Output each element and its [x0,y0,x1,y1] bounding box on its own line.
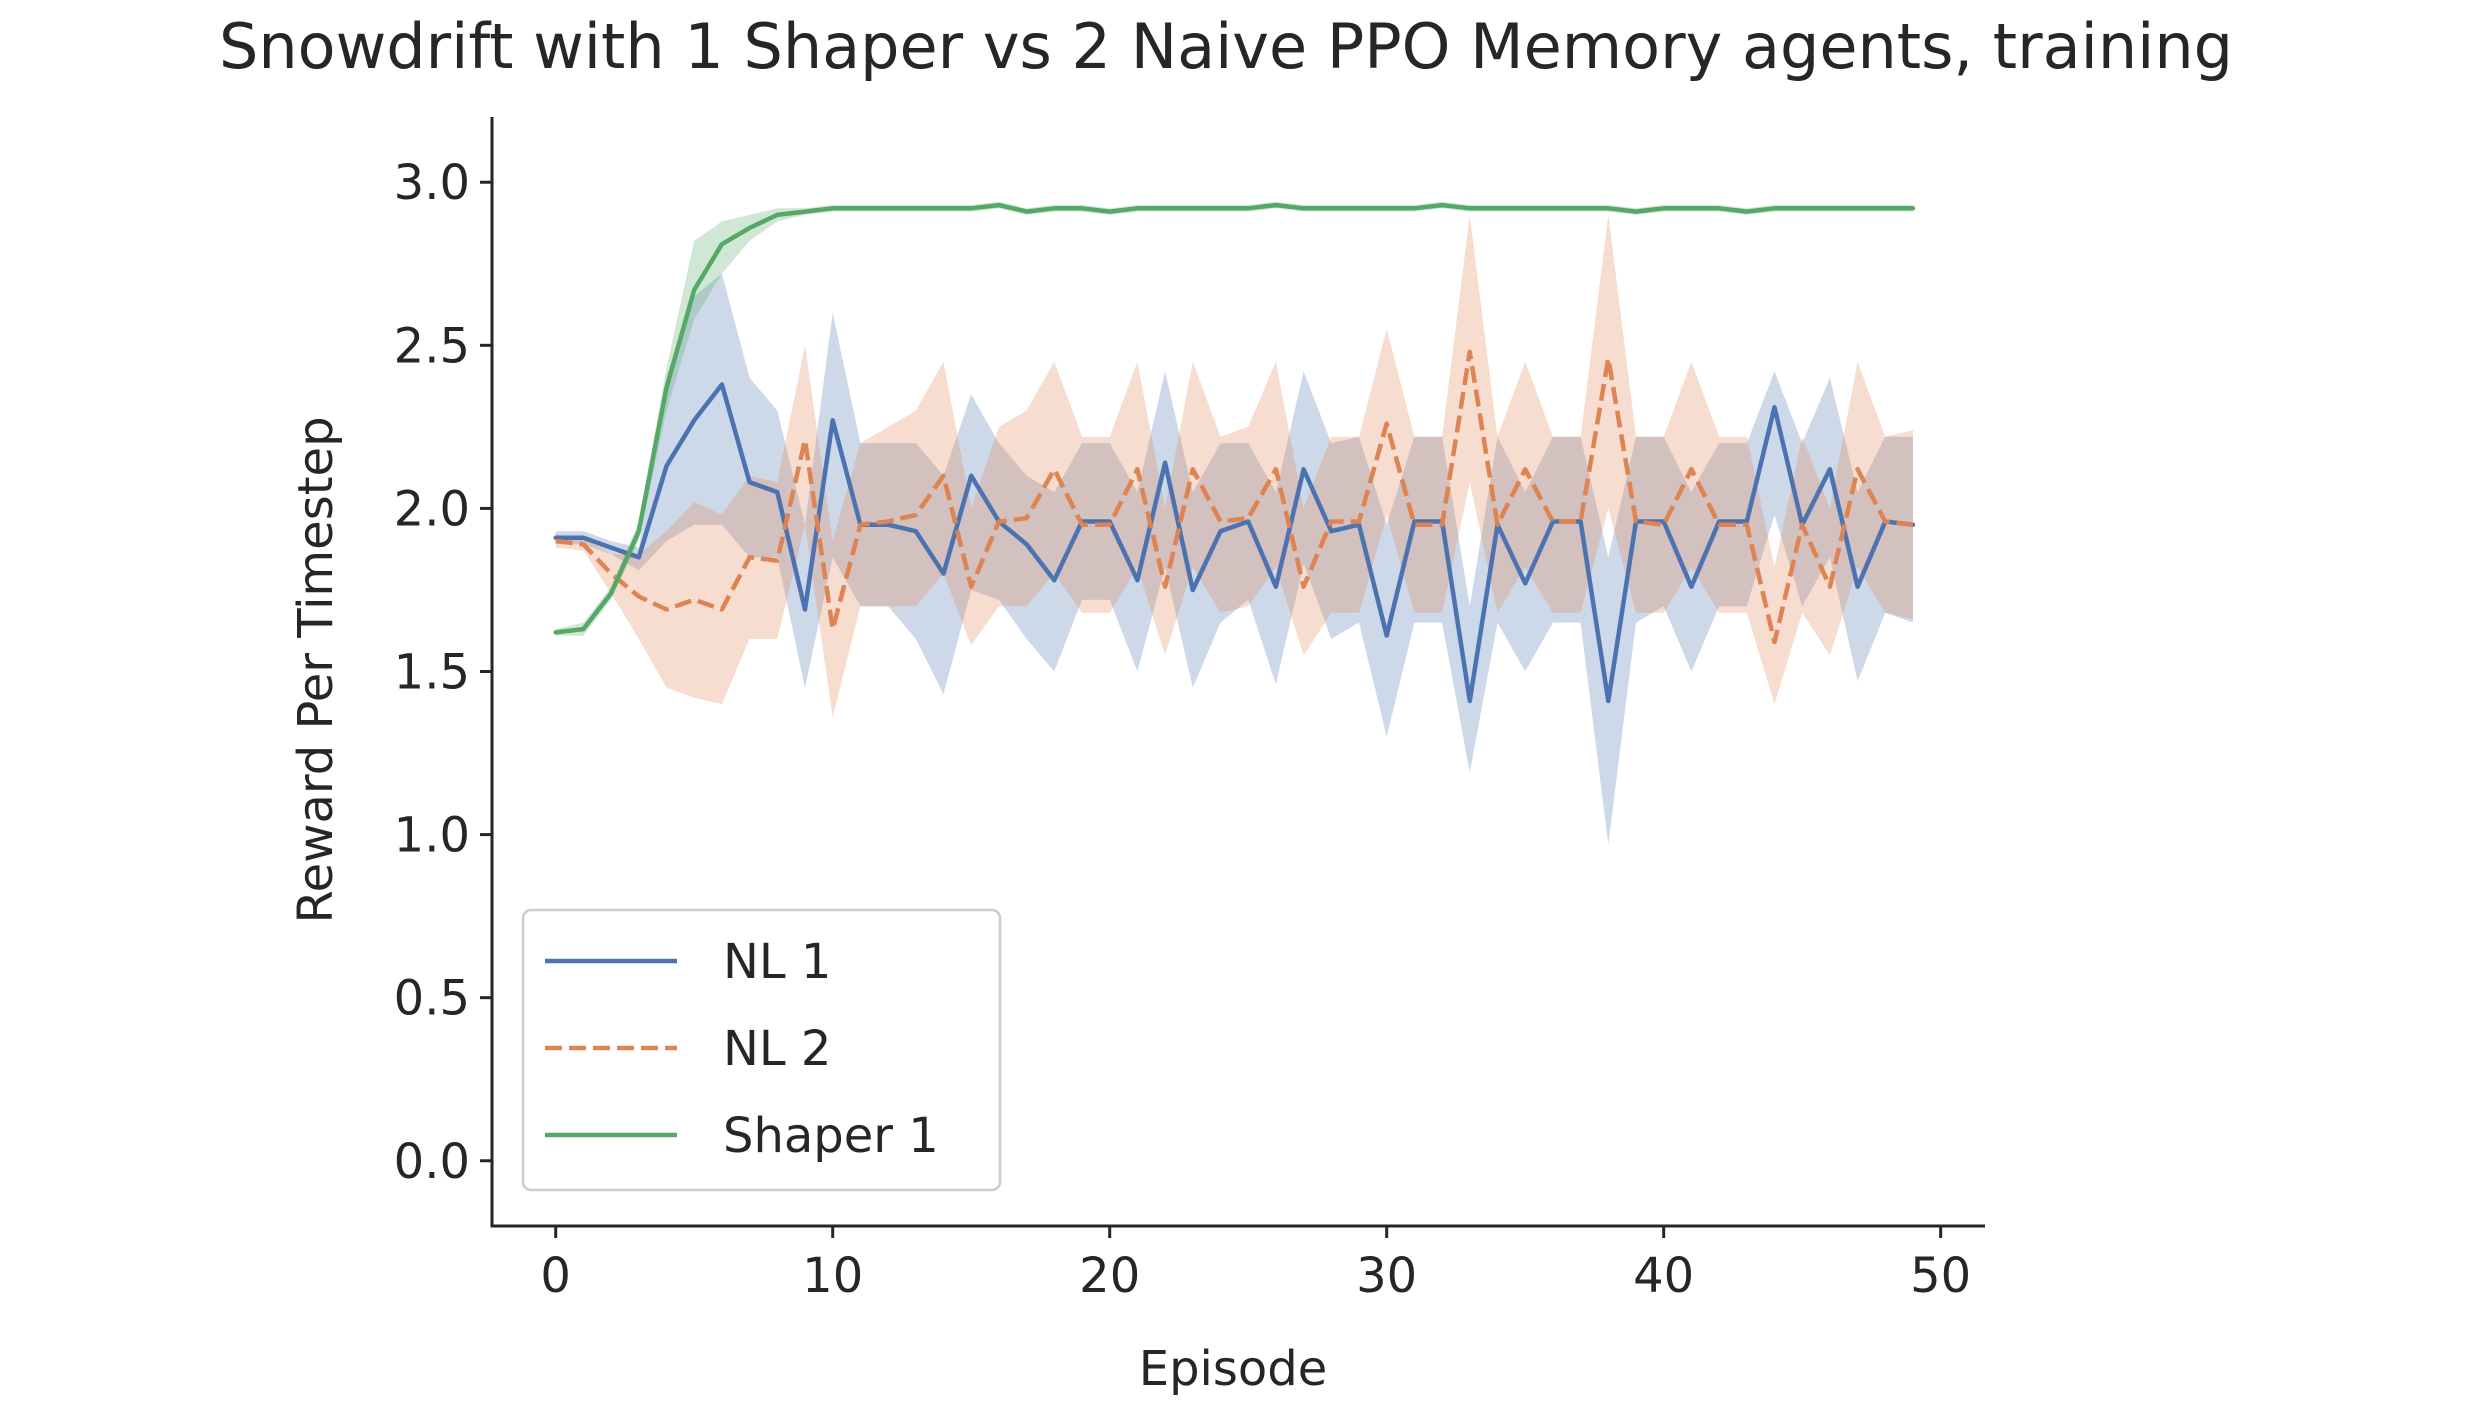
y-tick-label: 1.0 [394,808,470,864]
x-tick-label: 50 [1910,1248,1971,1304]
legend-label-2: NL 2 [723,1021,831,1077]
y-tick-label: 3.0 [394,155,470,211]
chart-title: Snowdrift with 1 Shaper vs 2 Naive PPO M… [219,10,2233,83]
x-tick-label: 40 [1633,1248,1694,1304]
series-lines [553,202,1916,704]
band-series-2 [555,214,1914,718]
x-axis-label: Episode [1139,1341,1328,1397]
x-tick-label: 0 [540,1248,571,1304]
legend-label-1: NL 1 [723,934,831,990]
y-tick-label: 2.5 [394,318,470,374]
axes: 0 10 20 30 40 50 0.0 0.5 1.0 1.5 2.0 2.5 3.0 [394,117,1985,1304]
y-tick-label: 2.0 [394,481,470,537]
y-tick-label: 0.5 [394,971,470,1027]
y-tick-label: 1.5 [394,645,470,701]
line-series-3 [553,202,1916,635]
x-tick-label: 10 [802,1248,863,1304]
legend: NL 1 NL 2 Shaper 1 [521,908,1002,1192]
y-axis-label: Reward Per Timestep [288,416,344,923]
confidence-bands [555,201,1914,845]
x-tick-label: 20 [1079,1248,1140,1304]
line-series-1 [553,382,1916,704]
legend-box [521,908,1002,1192]
legend-label-3: Shaper 1 [723,1108,939,1164]
y-tick-label: 0.0 [394,1134,470,1190]
x-tick-label: 30 [1356,1248,1417,1304]
line-series-2 [555,349,1914,645]
band-series-1 [555,273,1914,845]
